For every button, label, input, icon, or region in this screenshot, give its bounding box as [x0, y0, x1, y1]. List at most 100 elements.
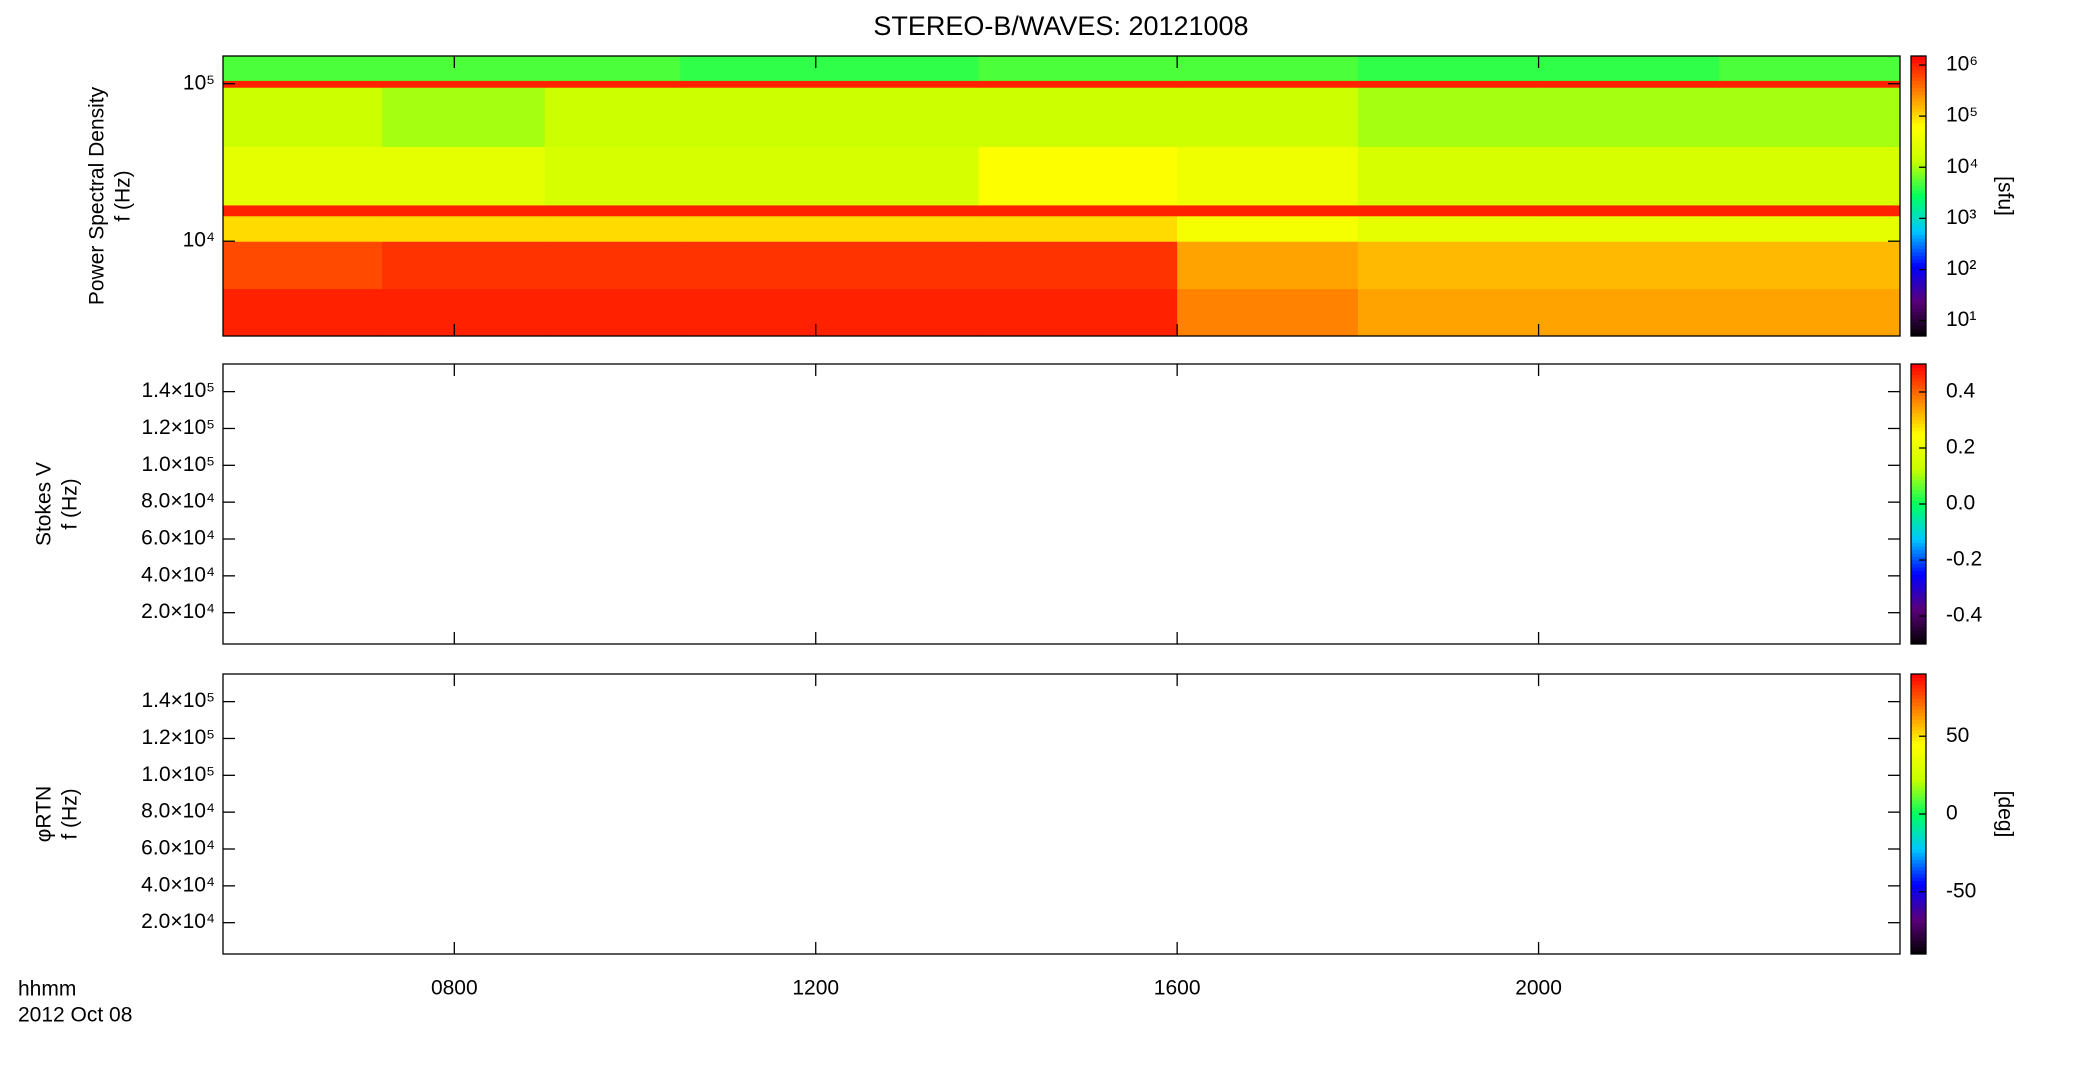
colorbar-segment — [1911, 688, 1926, 692]
colorbar-segment — [1911, 262, 1926, 267]
colorbar-segment — [1911, 73, 1926, 78]
colorbar-segment — [1911, 814, 1926, 818]
colorbar-segment — [1911, 280, 1926, 284]
colorbar-segment — [1911, 563, 1926, 568]
colorbar-segment — [1911, 483, 1926, 487]
colorbar-segment — [1911, 709, 1926, 713]
colorbar-segment — [1911, 87, 1926, 92]
colorbar-segment — [1911, 192, 1926, 197]
colorbar-segment — [1911, 427, 1926, 431]
colorbar-segment — [1911, 556, 1926, 561]
heatmap-cell — [978, 146, 1178, 206]
heatmap-cell — [1357, 146, 1540, 206]
colorbar-segment — [1911, 91, 1926, 95]
colorbar-segment — [1911, 434, 1926, 438]
colorbar-segment — [1911, 807, 1926, 811]
colorbar-segment — [1911, 458, 1926, 463]
colorbar-segment — [1911, 511, 1926, 515]
plot-frame — [222, 363, 1901, 645]
colorbar-segment — [1911, 905, 1926, 909]
colorbar-segment — [1911, 56, 1926, 60]
colorbar-segment — [1911, 908, 1926, 913]
colorbar-segment — [1911, 539, 1926, 543]
colorbar-segment — [1911, 637, 1926, 641]
colorbar-segment — [1911, 602, 1926, 606]
colorbar-segment — [1911, 329, 1926, 333]
colorbar-segment — [1911, 497, 1926, 501]
colorbar-segment — [1911, 234, 1926, 239]
heatmap-cell — [680, 87, 979, 147]
colorbar-segment — [1911, 737, 1926, 741]
y-tick-label: 8.0×10⁴ — [141, 490, 215, 513]
colorbar-segment — [1911, 80, 1926, 85]
heatmap-cell — [978, 87, 1178, 147]
colorbar-segment — [1911, 77, 1926, 81]
colorbar-segment — [1911, 940, 1926, 944]
x-tick-label: 2000 — [1515, 977, 1562, 1000]
colorbar-segment — [1911, 304, 1926, 309]
colorbar-tick-label: 10⁵ — [1946, 104, 1978, 127]
colorbar-tick-label: -0.2 — [1946, 548, 1982, 571]
colorbar-segment — [1911, 856, 1926, 860]
heatmap-cell — [1357, 204, 1540, 217]
heatmap-cell — [1719, 241, 1901, 290]
heatmap-cell — [1357, 215, 1540, 242]
colorbar-segment — [1911, 747, 1926, 752]
colorbar-segment — [1911, 712, 1926, 717]
colorbar-segment — [1911, 521, 1926, 526]
heatmap-cell — [1719, 288, 1901, 337]
colorbar-segment — [1911, 800, 1926, 804]
colorbar-segment — [1911, 301, 1926, 305]
colorbar-segment — [1911, 535, 1926, 540]
colorbar-segment — [1911, 626, 1926, 631]
colorbar-segment — [1911, 136, 1926, 141]
heatmap-cell — [223, 215, 383, 242]
colorbar-segment — [1911, 880, 1926, 885]
heatmap-cell — [544, 80, 681, 88]
colorbar-segment — [1911, 437, 1926, 442]
colorbar-segment — [1911, 479, 1926, 484]
y-tick-label: 6.0×10⁴ — [141, 527, 215, 550]
colorbar-segment — [1911, 898, 1926, 902]
heatmap-cell — [1357, 288, 1540, 337]
colorbar-segment — [1911, 584, 1926, 589]
colorbar-segment — [1911, 178, 1926, 183]
colorbar-segment — [1911, 322, 1926, 326]
colorbar-segment — [1911, 441, 1926, 445]
heatmap-cell — [1177, 288, 1359, 337]
colorbar-segment — [1911, 887, 1926, 892]
colorbar-segment — [1911, 821, 1926, 825]
colorbar-segment — [1911, 490, 1926, 494]
colorbar-segment — [1911, 269, 1926, 274]
colorbar-segment — [1911, 612, 1926, 617]
colorbar-segment — [1911, 619, 1926, 624]
colorbar-segment — [1911, 213, 1926, 218]
heatmap-cell — [544, 87, 681, 147]
colorbar-segment — [1911, 392, 1926, 396]
heatmap-cell — [1719, 215, 1901, 242]
colorbar-segment — [1911, 122, 1926, 127]
y-tick-label: 1.2×10⁵ — [141, 416, 215, 439]
colorbar-segment — [1911, 779, 1926, 783]
colorbar-segment — [1911, 143, 1926, 148]
colorbar-segment — [1911, 803, 1926, 808]
y-axis-label: f (Hz) — [112, 170, 135, 221]
colorbar-segment — [1911, 623, 1926, 627]
y-tick-label: 2.0×10⁴ — [141, 910, 215, 933]
heatmap-cell — [1538, 288, 1720, 337]
colorbar-tick-label: 50 — [1946, 724, 1969, 747]
heatmap-cell — [544, 56, 681, 81]
colorbar-segment — [1911, 70, 1926, 74]
colorbar-segment — [1911, 723, 1926, 727]
colorbar-segment — [1911, 574, 1926, 578]
colorbar-segment — [1911, 845, 1926, 850]
colorbar-segment — [1911, 385, 1926, 389]
colorbar-segment — [1911, 695, 1926, 699]
y-tick-label: 1.0×10⁵ — [141, 763, 215, 786]
colorbar-segment — [1911, 399, 1926, 403]
heatmap-cell — [223, 87, 383, 147]
colorbar-segment — [1911, 283, 1926, 288]
colorbar-segment — [1911, 782, 1926, 787]
colorbar-segment — [1911, 227, 1926, 232]
colorbar-segment — [1911, 150, 1926, 155]
